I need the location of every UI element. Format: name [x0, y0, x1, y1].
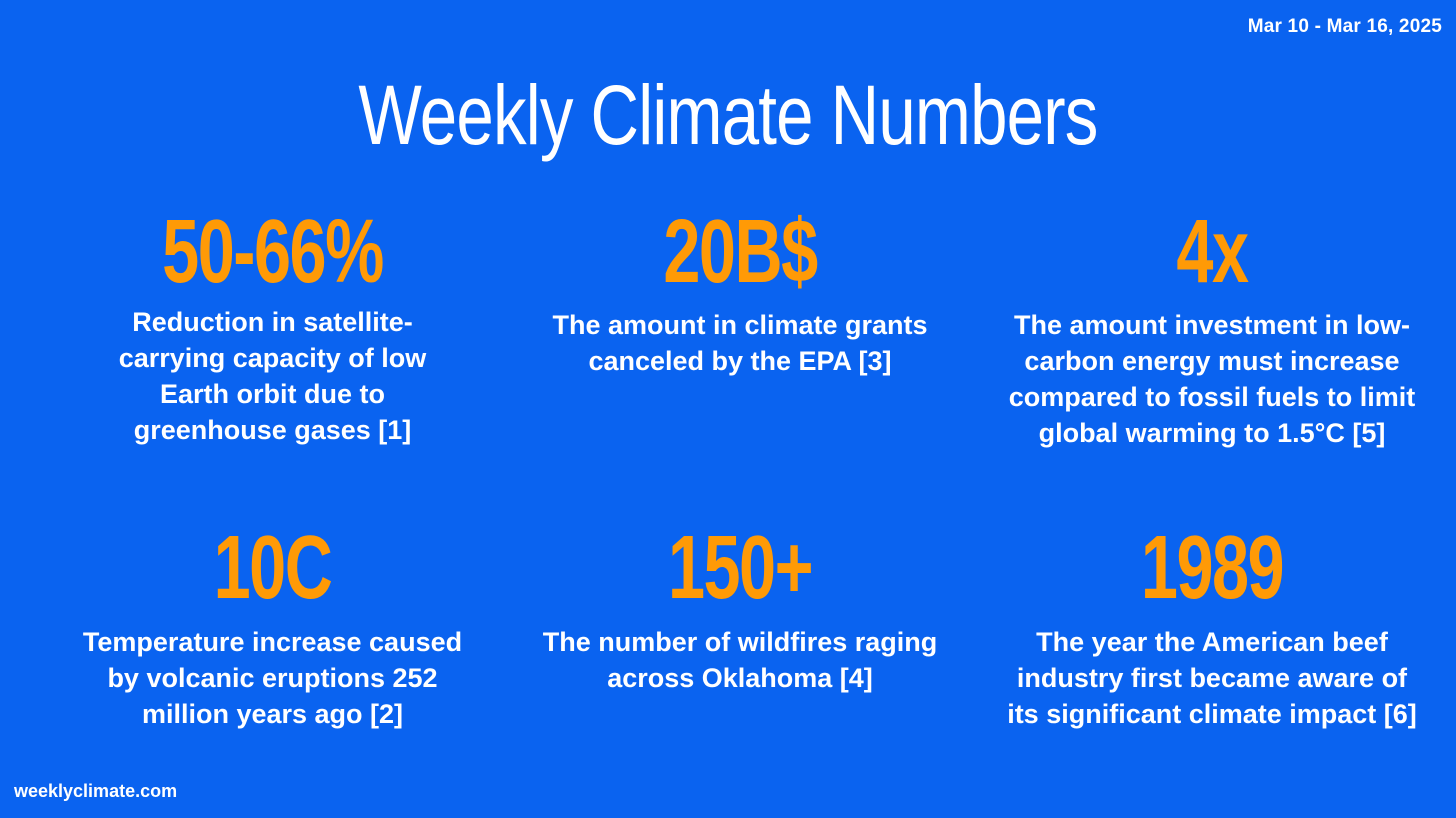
stat-card-temperature: 10C Temperature increase caused by volca…: [70, 520, 475, 732]
stat-card-grants: 20B$ The amount in climate grants cancel…: [530, 204, 950, 379]
stat-card-wildfires: 150+ The number of wildfires raging acro…: [530, 520, 950, 696]
stat-number: 150+: [667, 518, 814, 618]
stat-description: The number of wildfires raging across Ok…: [542, 627, 938, 693]
stat-number: 1989: [1140, 518, 1285, 618]
stat-number: 20B$: [663, 202, 818, 302]
stat-description: Reduction in satellite-carrying capacity…: [118, 307, 427, 445]
stat-number: 4x: [1176, 202, 1249, 302]
stat-description: The amount in climate grants canceled by…: [552, 310, 928, 376]
stat-number: 50-66%: [162, 202, 384, 302]
footer-site-link[interactable]: weeklyclimate.com: [14, 781, 178, 801]
stat-card-reduction: 50-66% Reduction in satellite-carrying c…: [70, 204, 475, 448]
stat-card-beef-industry: 1989 The year the American beef industry…: [990, 520, 1434, 732]
stat-card-investment: 4x The amount investment in low-carbon e…: [990, 204, 1434, 451]
stat-description: The year the American beef industry firs…: [1007, 627, 1417, 729]
date-range: Mar 10 - Mar 16, 2025: [1247, 16, 1442, 37]
stat-number: 10C: [213, 518, 333, 618]
stat-description: Temperature increase caused by volcanic …: [82, 627, 463, 729]
page-title: Weekly Climate Numbers: [358, 68, 1098, 162]
stat-description: The amount investment in low-carbon ener…: [1008, 310, 1416, 448]
